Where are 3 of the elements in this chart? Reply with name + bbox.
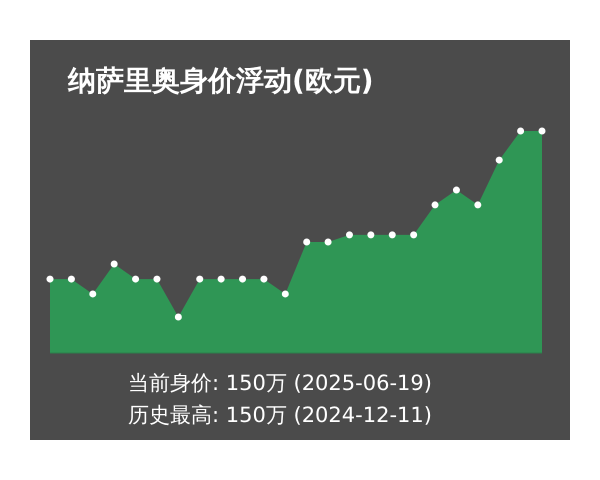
chart-title: 纳萨里奥身价浮动(欧元) [67, 64, 374, 97]
text: 历史最高: 150万 (2024-12-11) [128, 403, 432, 427]
text: 当前身价: 150万 (2025-06-19) [128, 371, 432, 395]
